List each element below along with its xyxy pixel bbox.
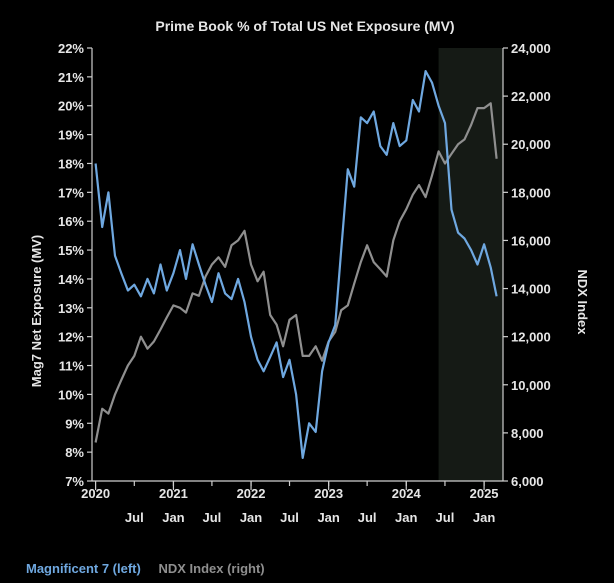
left-tick-label: 18% [58, 156, 84, 171]
x-month-tick-label: Jul [280, 510, 299, 525]
left-tick-label: 10% [58, 387, 84, 402]
left-tick-label: 7% [65, 474, 84, 489]
left-tick-label: 12% [58, 330, 84, 345]
right-axis-label: NDX Index [575, 269, 590, 335]
series-line-magnificent-7 [94, 69, 498, 459]
x-year-tick-label: 2020 [81, 486, 110, 501]
left-tick-label: 22% [58, 41, 84, 56]
left-tick-label: 20% [58, 99, 84, 114]
right-tick-label: 16,000 [511, 233, 551, 248]
left-tick-label: 19% [58, 128, 84, 143]
left-tick-label: 13% [58, 301, 84, 316]
x-year-tick-label: 2025 [470, 486, 499, 501]
right-tick-label: 22,000 [511, 89, 551, 104]
legend-ndx-index: NDX Index (right) [158, 561, 265, 576]
x-month-tick-label: Jan [317, 510, 339, 525]
right-tick-label: 10,000 [511, 378, 551, 393]
left-tick-label: 9% [65, 416, 84, 431]
right-tick-label: 20,000 [511, 137, 551, 152]
right-tick-label: 8,000 [511, 426, 544, 441]
legend: Magnificent 7 (left) NDX Index (right) [26, 561, 279, 576]
x-month-tick-label: Jan [473, 510, 495, 525]
series-line-ndx-index [94, 102, 498, 443]
x-month-tick-label: Jul [358, 510, 377, 525]
left-axis-label: Mag7 Net Exposure (MV) [29, 235, 44, 387]
left-tick-label: 17% [58, 185, 84, 200]
legend-magnificent-7: Magnificent 7 (left) [26, 561, 141, 576]
x-month-tick-label: Jul [436, 510, 455, 525]
x-month-tick-label: Jul [125, 510, 144, 525]
left-tick-label: 15% [58, 243, 84, 258]
series-layer [94, 69, 498, 459]
shaded-region-layer [438, 48, 503, 481]
right-tick-label: 18,000 [511, 185, 551, 200]
left-tick-label: 21% [58, 70, 84, 85]
chart-title: Prime Book % of Total US Net Exposure (M… [155, 18, 454, 34]
x-year-tick-label: 2023 [314, 486, 343, 501]
x-year-tick-label: 2022 [237, 486, 266, 501]
axes-layer: 7% 8% 9% 10% 11% 12% 13% 14% 15% 16% 17% 18% 19% 20% 2… [58, 41, 551, 525]
left-tick-label: 8% [65, 445, 84, 460]
x-month-tick-label: Jan [395, 510, 417, 525]
x-year-tick-label: 2021 [159, 486, 188, 501]
left-tick-label: 11% [59, 359, 85, 374]
x-month-tick-label: Jan [162, 510, 184, 525]
x-month-tick-label: Jan [240, 510, 262, 525]
right-tick-label: 14,000 [511, 282, 551, 297]
right-tick-label: 6,000 [511, 474, 544, 489]
right-tick-label: 24,000 [511, 41, 551, 56]
left-tick-label: 16% [58, 214, 84, 229]
x-year-tick-label: 2024 [392, 486, 422, 501]
x-month-tick-label: Jul [203, 510, 222, 525]
right-tick-label: 12,000 [511, 330, 551, 345]
shaded-region [438, 48, 503, 481]
left-tick-label: 14% [58, 272, 84, 287]
